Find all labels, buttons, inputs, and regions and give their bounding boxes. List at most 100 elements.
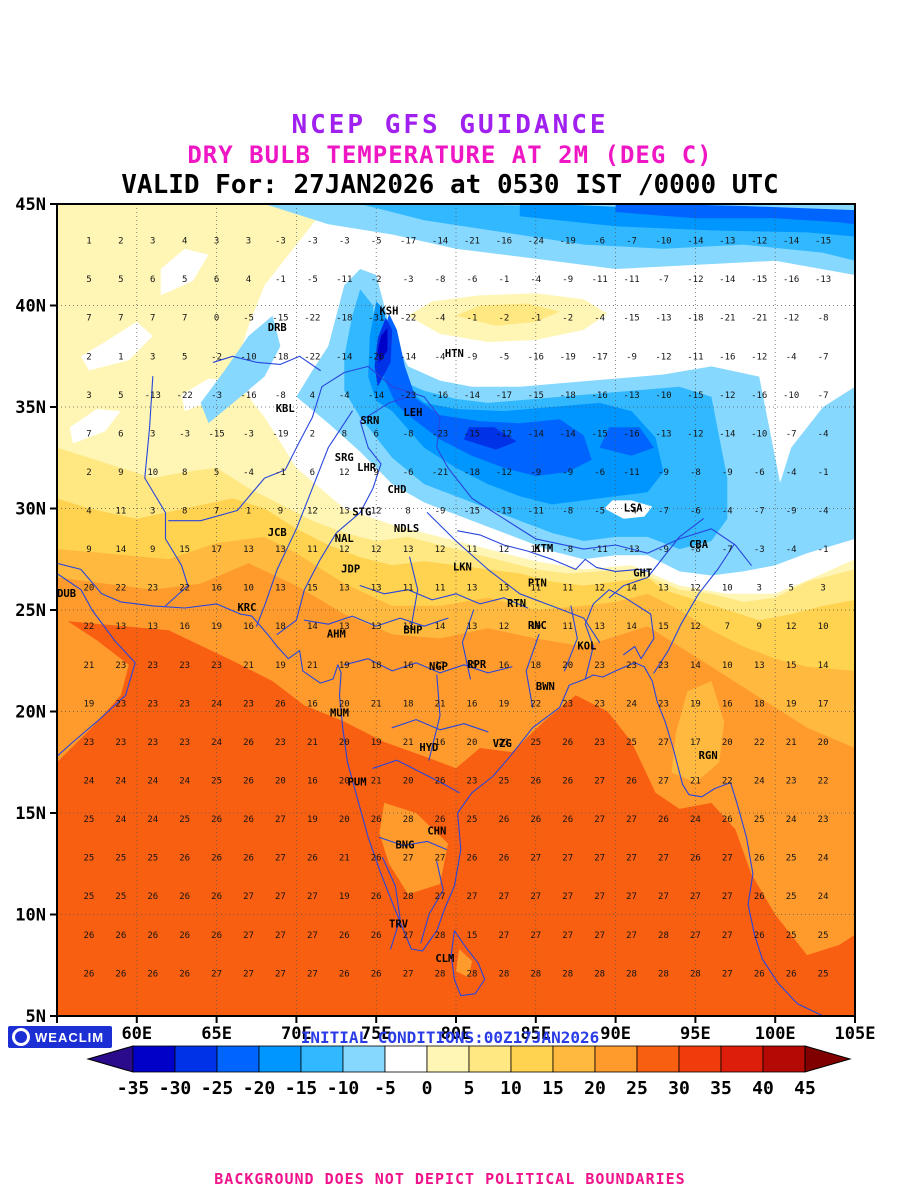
colorbar-label: 30 bbox=[668, 1078, 690, 1099]
lat-axis-label: 10N bbox=[15, 906, 46, 926]
grid-temperature-value: -31 bbox=[368, 314, 384, 324]
grid-temperature-value: 11 bbox=[403, 584, 414, 594]
grid-temperature-value: -9 bbox=[562, 468, 573, 478]
grid-temperature-value: -1 bbox=[818, 545, 829, 555]
grid-temperature-value: -22 bbox=[400, 314, 416, 324]
grid-temperature-value: 21 bbox=[243, 661, 254, 671]
boundary-line bbox=[426, 512, 601, 644]
grid-temperature-value: -14 bbox=[336, 352, 352, 362]
grid-temperature-value: 27 bbox=[275, 969, 286, 979]
boundary-line bbox=[359, 585, 529, 609]
grid-temperature-value: 15 bbox=[467, 931, 478, 941]
grid-temperature-value: -15 bbox=[751, 275, 767, 285]
grid-temperature-value: 11 bbox=[307, 545, 318, 555]
boundary-line bbox=[168, 365, 369, 522]
colorbar-segment bbox=[468, 1045, 512, 1073]
grid-temperature-value: -12 bbox=[719, 391, 735, 401]
grid-temperature-value: 27 bbox=[530, 854, 541, 864]
colorbar-label: 45 bbox=[794, 1078, 816, 1099]
grid-temperature-value: -4 bbox=[786, 545, 797, 555]
grid-temperature-value: -14 bbox=[528, 429, 544, 439]
colorbar-segment bbox=[510, 1045, 554, 1073]
colorbar-label: -20 bbox=[243, 1078, 276, 1099]
grid-temperature-value: 15 bbox=[786, 661, 797, 671]
grid-temperature-value: 12 bbox=[371, 545, 382, 555]
grid-temperature-value: 28 bbox=[594, 969, 605, 979]
grid-temperature-value: 5 bbox=[214, 468, 219, 478]
lon-axis-label: 65E bbox=[201, 1024, 232, 1044]
boundary-line bbox=[563, 605, 578, 672]
grid-temperature-value: 26 bbox=[179, 969, 190, 979]
grid-temperature-value: 14 bbox=[690, 661, 701, 671]
grid-temperature-value: 27 bbox=[722, 931, 733, 941]
grid-temperature-value: 25 bbox=[818, 969, 829, 979]
temperature-region bbox=[80, 321, 153, 371]
station-label: MUM bbox=[330, 708, 349, 720]
grid-temperature-value: 3 bbox=[150, 352, 155, 362]
grid-temperature-value: 27 bbox=[243, 892, 254, 902]
grid-temperature-value: 26 bbox=[498, 854, 509, 864]
grid-temperature-value: 5 bbox=[182, 275, 187, 285]
grid-temperature-value: 27 bbox=[594, 777, 605, 787]
grid-temperature-value: 3 bbox=[820, 584, 825, 594]
grid-temperature-value: 9 bbox=[86, 545, 91, 555]
colorbar-segment bbox=[636, 1045, 680, 1073]
grid-temperature-value: 25 bbox=[530, 738, 541, 748]
grid-temperature-value: 12 bbox=[498, 622, 509, 632]
grid-temperature-value: -8 bbox=[275, 391, 286, 401]
grid-temperature-value: 21 bbox=[307, 738, 318, 748]
grid-temperature-value: 14 bbox=[818, 661, 829, 671]
grid-temperature-value: 19 bbox=[690, 699, 701, 709]
station-label: JCB bbox=[268, 527, 287, 539]
grid-temperature-value: -4 bbox=[530, 275, 541, 285]
grid-temperature-value: -18 bbox=[687, 314, 703, 324]
grid-temperature-value: -14 bbox=[719, 275, 735, 285]
grid-temperature-value: 16 bbox=[243, 622, 254, 632]
grid-temperature-value: 8 bbox=[342, 429, 347, 439]
globe-icon bbox=[12, 1028, 30, 1046]
grid-temperature-value: 15 bbox=[307, 584, 318, 594]
grid-temperature-value: 5 bbox=[118, 391, 123, 401]
station-label: KBL bbox=[276, 403, 295, 415]
temperature-region bbox=[464, 427, 517, 450]
temperature-region bbox=[379, 802, 448, 895]
station-label: KOL bbox=[577, 641, 596, 653]
grid-temperature-value: 28 bbox=[562, 969, 573, 979]
grid-temperature-value: 16 bbox=[403, 661, 414, 671]
grid-temperature-value: 23 bbox=[467, 777, 478, 787]
grid-temperature-value: -9 bbox=[467, 352, 478, 362]
station-label: TRV bbox=[389, 919, 409, 931]
grid-temperature-value: 24 bbox=[211, 699, 222, 709]
grid-temperature-value: 26 bbox=[115, 931, 126, 941]
grid-temperature-value: 9 bbox=[150, 545, 155, 555]
boundary-line bbox=[461, 609, 475, 680]
grid-temperature-value: 25 bbox=[498, 777, 509, 787]
grid-temperature-value: 26 bbox=[371, 815, 382, 825]
grid-temperature-value: 5 bbox=[118, 275, 123, 285]
station-label: GHT bbox=[633, 567, 652, 579]
grid-temperature-value: 16 bbox=[498, 661, 509, 671]
colorbar-segment bbox=[132, 1045, 176, 1073]
grid-temperature-value: 11 bbox=[530, 584, 541, 594]
grid-temperature-value: 27 bbox=[403, 931, 414, 941]
grid-temperature-value: -16 bbox=[783, 275, 799, 285]
grid-temperature-value: 6 bbox=[373, 429, 378, 439]
grid-temperature-value: 10 bbox=[722, 661, 733, 671]
temperature-region bbox=[604, 500, 653, 519]
station-label: RGN bbox=[699, 750, 718, 762]
grid-temperature-value: 27 bbox=[594, 815, 605, 825]
grid-temperature-value: -4 bbox=[594, 314, 605, 324]
grid-temperature-value: 27 bbox=[626, 892, 637, 902]
grid-temperature-value: 24 bbox=[115, 777, 126, 787]
boundary-line bbox=[367, 365, 752, 566]
grid-temperature-value: -15 bbox=[687, 391, 703, 401]
grid-temperature-value: 19 bbox=[786, 699, 797, 709]
grid-temperature-value: -21 bbox=[719, 314, 735, 324]
grid-temperature-value: 18 bbox=[530, 661, 541, 671]
grid-temperature-value: 27 bbox=[658, 777, 669, 787]
grid-temperature-value: -5 bbox=[498, 352, 509, 362]
grid-temperature-value: 25 bbox=[211, 777, 222, 787]
station-label: NAL bbox=[335, 533, 354, 545]
grid-temperature-value: -7 bbox=[754, 507, 765, 517]
grid-temperature-value: 7 bbox=[214, 507, 219, 517]
